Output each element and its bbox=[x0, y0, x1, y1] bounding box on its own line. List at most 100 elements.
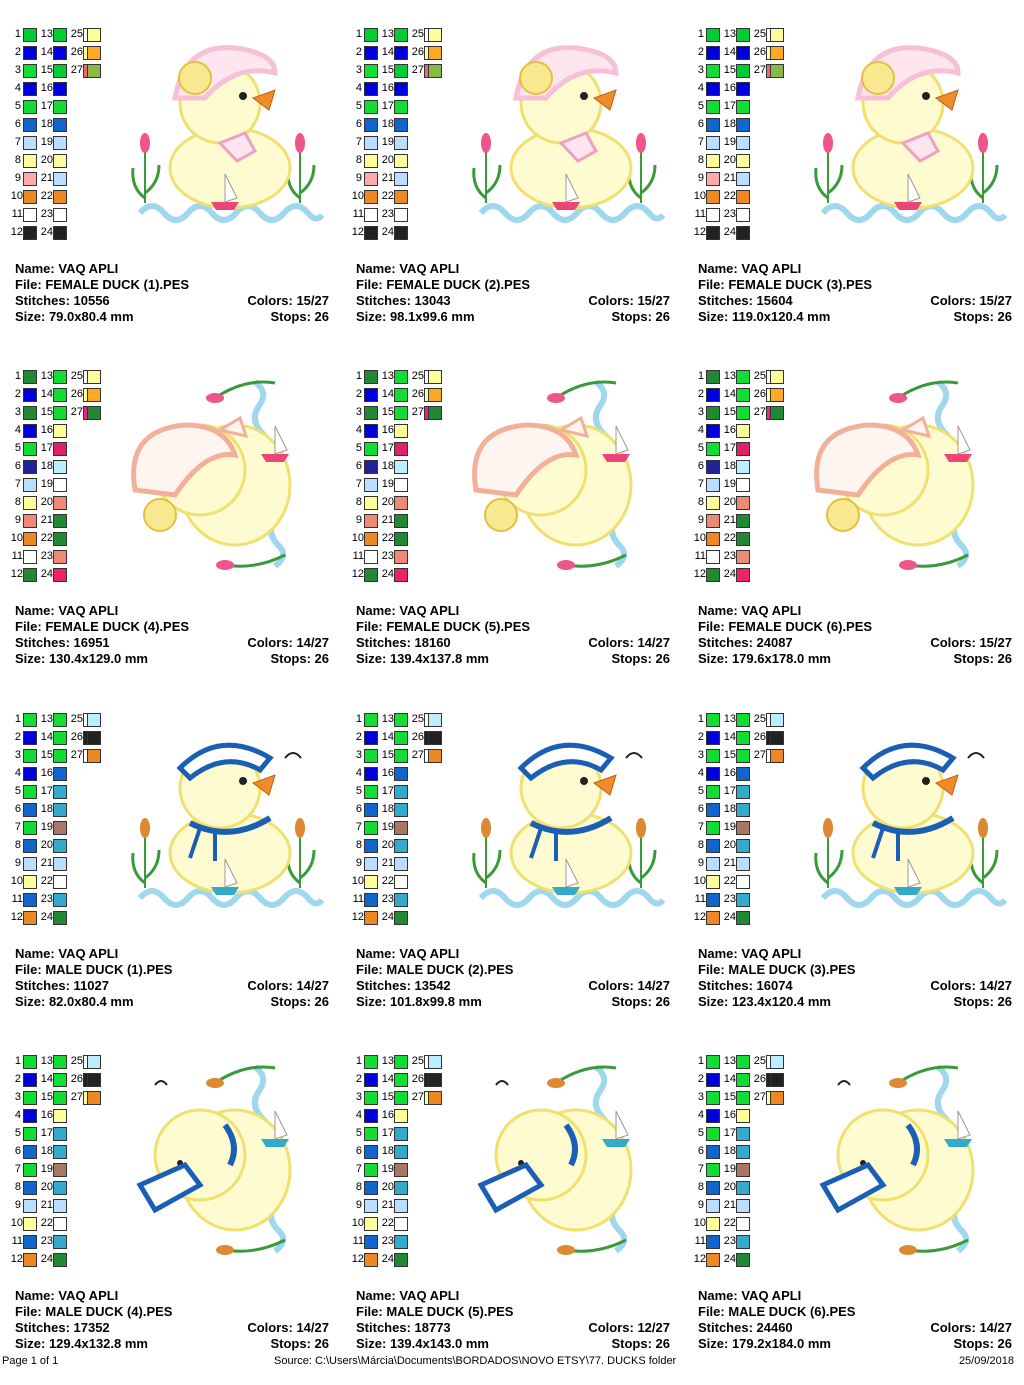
swatch-color-box bbox=[706, 1073, 720, 1087]
swatch-color-box bbox=[23, 514, 37, 528]
swatch-number: 9 bbox=[355, 1199, 362, 1211]
swatch-color-box bbox=[53, 1091, 67, 1105]
design-card: 1 13 25 2 14 26 3 15 27 4 16 5 17 6 18 7 19 8 20 9 21 10 22 11 2… bbox=[352, 713, 686, 1043]
swatch-number: 22 bbox=[723, 1217, 736, 1229]
swatch-number: 22 bbox=[381, 1217, 394, 1229]
swatch-number: 7 bbox=[14, 136, 21, 148]
swatch-number: 18 bbox=[381, 118, 394, 130]
swatch-number: 1 bbox=[697, 28, 704, 40]
swatch-color-box bbox=[736, 226, 750, 240]
swatch-color-box bbox=[428, 1091, 442, 1105]
swatch-number: 17 bbox=[40, 100, 53, 112]
swatch-number: 21 bbox=[381, 514, 394, 526]
swatch-color-box bbox=[364, 514, 378, 528]
swatch-number: 20 bbox=[723, 496, 736, 508]
duck-embroidery bbox=[814, 742, 1008, 908]
swatch-color-box bbox=[394, 749, 408, 763]
swatch-number: 23 bbox=[40, 550, 53, 562]
design-colors: Colors: 14/27 bbox=[247, 635, 329, 650]
swatch-color-box bbox=[53, 406, 67, 420]
swatch-color-box bbox=[736, 154, 750, 168]
design-file: File: FEMALE DUCK (1).PES bbox=[15, 277, 190, 292]
swatch-number: 24 bbox=[381, 1253, 394, 1265]
swatch-color-box bbox=[706, 496, 720, 510]
swatch-number: 21 bbox=[40, 857, 53, 869]
swatch-number: 23 bbox=[381, 208, 394, 220]
swatch-number: 16 bbox=[723, 82, 736, 94]
design-name: Name: VAQ APLI bbox=[15, 946, 119, 961]
swatch-color-box bbox=[706, 875, 720, 889]
swatch-number: 16 bbox=[40, 767, 53, 779]
swatch-color-box bbox=[394, 100, 408, 114]
design-card: 1 13 25 2 14 26 3 15 27 4 16 5 17 6 18 7 19 8 20 9 21 10 22 11 2… bbox=[352, 370, 686, 700]
swatch-color-box bbox=[706, 1199, 720, 1213]
swatch-color-box bbox=[364, 821, 378, 835]
swatch-number: 10 bbox=[351, 190, 364, 202]
swatch-color-box bbox=[394, 424, 408, 438]
swatch-number: 1 bbox=[697, 1055, 704, 1067]
swatch-color-box bbox=[23, 460, 37, 474]
swatch-color-box bbox=[364, 370, 378, 384]
swatch-color-box bbox=[394, 911, 408, 925]
swatch-number: 13 bbox=[40, 1055, 53, 1067]
swatch-color-box bbox=[706, 82, 720, 96]
swatch-color-box bbox=[53, 424, 67, 438]
swatch-number: 17 bbox=[381, 442, 394, 454]
swatch-number: 26 bbox=[70, 1073, 83, 1085]
swatch-color-box bbox=[770, 749, 784, 763]
swatch-number: 13 bbox=[723, 713, 736, 725]
swatch-number: 23 bbox=[723, 550, 736, 562]
swatch-color-box bbox=[706, 154, 720, 168]
swatch-number: 23 bbox=[381, 893, 394, 905]
swatch-color-box bbox=[736, 550, 750, 564]
swatch-number: 10 bbox=[351, 1217, 364, 1229]
swatch-number: 12 bbox=[351, 226, 364, 238]
swatch-number: 19 bbox=[723, 821, 736, 833]
swatch-number: 25 bbox=[70, 713, 83, 725]
swatch-number: 23 bbox=[723, 893, 736, 905]
design-name: Name: VAQ APLI bbox=[356, 261, 460, 276]
swatch-number: 1 bbox=[697, 713, 704, 725]
swatch-number: 25 bbox=[70, 28, 83, 40]
swatch-color-box bbox=[23, 713, 37, 727]
swatch-number: 5 bbox=[697, 785, 704, 797]
swatch-number: 23 bbox=[381, 550, 394, 562]
swatch-number: 2 bbox=[355, 731, 362, 743]
swatch-color-box bbox=[23, 785, 37, 799]
design-preview bbox=[131, 379, 292, 570]
swatch-number: 10 bbox=[10, 532, 23, 544]
design-preview bbox=[131, 742, 325, 908]
swatch-color-box bbox=[53, 568, 67, 582]
swatch-color-box bbox=[428, 1055, 442, 1069]
swatch-number: 17 bbox=[381, 785, 394, 797]
swatch-number: 24 bbox=[40, 568, 53, 580]
swatch-number: 2 bbox=[697, 46, 704, 58]
swatch-number: 17 bbox=[381, 1127, 394, 1139]
swatch-number: 25 bbox=[411, 1055, 424, 1067]
swatch-number: 11 bbox=[352, 893, 364, 905]
swatch-color-box bbox=[706, 1181, 720, 1195]
swatch-number: 24 bbox=[723, 568, 736, 580]
swatch-number: 7 bbox=[14, 1163, 21, 1175]
swatch-color-box bbox=[53, 731, 67, 745]
swatch-number: 20 bbox=[723, 839, 736, 851]
swatch-color-box bbox=[706, 118, 720, 132]
design-stitches: Stitches: 13043 bbox=[356, 293, 451, 308]
duck-embroidery bbox=[131, 45, 325, 223]
swatch-number: 13 bbox=[723, 370, 736, 382]
swatch-color-box bbox=[736, 1073, 750, 1087]
swatch-color-box bbox=[364, 388, 378, 402]
design-size: Size: 179.2x184.0 mm bbox=[698, 1336, 831, 1351]
swatch-number: 11 bbox=[694, 208, 706, 220]
swatch-number: 9 bbox=[697, 172, 704, 184]
swatch-color-box bbox=[428, 749, 442, 763]
design-colors: Colors: 15/27 bbox=[247, 293, 329, 308]
swatch-color-box bbox=[23, 1235, 37, 1249]
swatch-number: 12 bbox=[351, 911, 364, 923]
swatch-number: 16 bbox=[381, 1109, 394, 1121]
swatch-number: 23 bbox=[40, 208, 53, 220]
swatch-number: 19 bbox=[381, 1163, 394, 1175]
design-preview bbox=[814, 742, 1008, 908]
swatch-color-box bbox=[364, 1055, 378, 1069]
design-size: Size: 139.4x143.0 mm bbox=[356, 1336, 489, 1351]
